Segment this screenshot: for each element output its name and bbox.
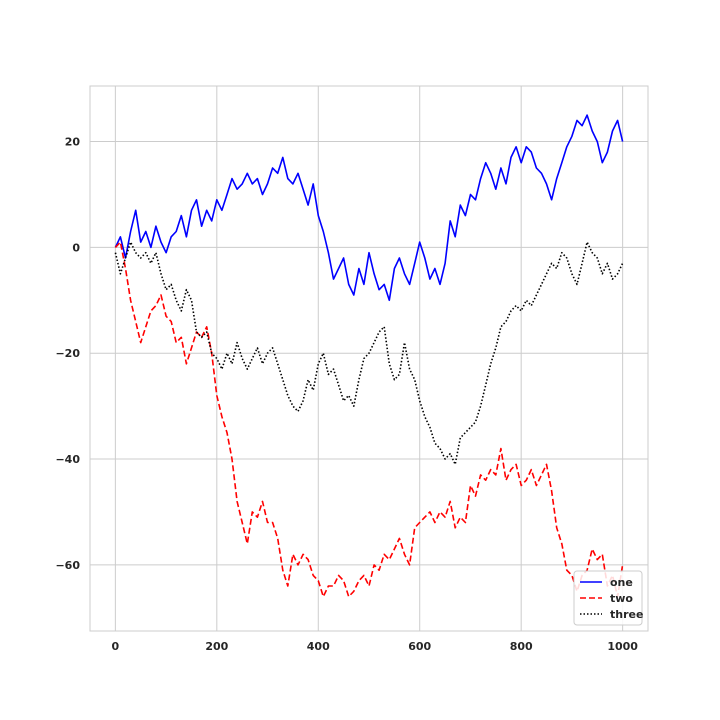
legend: one two three <box>573 570 643 626</box>
grid-lines <box>90 86 648 631</box>
x-tick-label: 200 <box>205 640 228 653</box>
y-tick-label: −40 <box>55 453 80 466</box>
x-tick-label: 1000 <box>607 640 638 653</box>
legend-label-two: two <box>610 592 633 605</box>
x-tick-label: 600 <box>408 640 431 653</box>
x-tick-label: 800 <box>510 640 533 653</box>
legend-label-three: three <box>610 608 643 621</box>
series-lines <box>114 114 624 598</box>
y-tick-label: 20 <box>65 136 81 149</box>
x-tick-label: 400 <box>307 640 330 653</box>
legend-box <box>573 570 643 626</box>
y-tick-labels: 20 0 −20 −40 −60 <box>55 136 80 572</box>
x-tick-label: 0 <box>112 640 120 653</box>
y-tick-label: 0 <box>72 241 80 254</box>
y-tick-label: −60 <box>55 559 80 572</box>
plot-frame <box>89 85 649 632</box>
series-line-one <box>114 114 624 302</box>
series-line-three <box>114 241 624 466</box>
y-tick-label: −20 <box>55 347 80 360</box>
x-tick-labels: 0 200 400 600 800 1000 <box>112 640 639 653</box>
legend-label-one: one <box>610 576 633 589</box>
